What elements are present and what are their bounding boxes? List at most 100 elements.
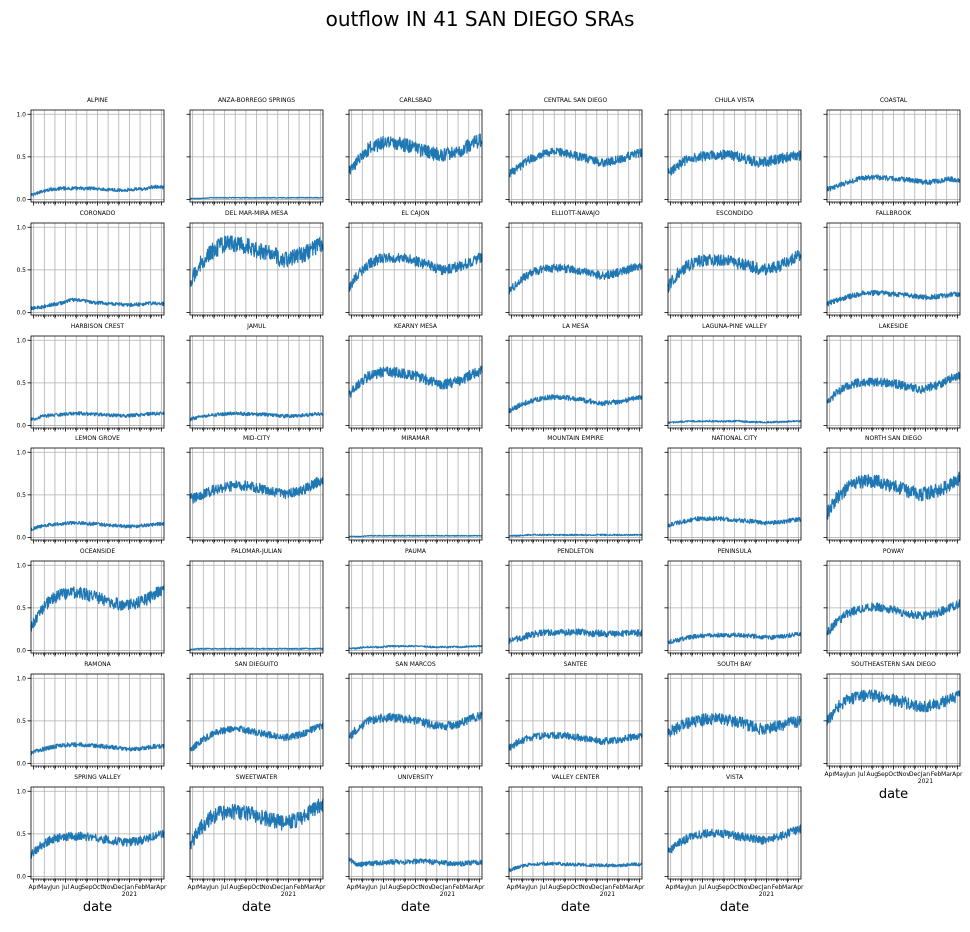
x-tick-label: Sep: [399, 884, 411, 891]
x-tick-label: Apr: [952, 771, 963, 778]
x-tick-label: Jun: [686, 884, 697, 891]
y-tick-label: 0.5: [16, 718, 26, 725]
panel-pendleton: PENDLETON: [505, 548, 643, 657]
series-line: [826, 599, 961, 636]
panel-santee: SANTEE: [505, 661, 643, 770]
panel-south-bay: SOUTH BAY: [664, 661, 802, 770]
panel-title: PENINSULA: [718, 548, 753, 555]
y-tick-label: 0.5: [16, 492, 26, 499]
panel-carlsbad: CARLSBAD: [345, 97, 483, 206]
x-tick-label: Jun: [367, 884, 378, 891]
panel-elliott-navajo: ELLIOTT-NAVAJO: [505, 210, 643, 319]
x-tick-label: Feb: [135, 884, 146, 891]
series-line: [667, 149, 802, 176]
x-tick-label: Mar: [304, 884, 316, 891]
x-year-label: 2021: [600, 891, 615, 898]
x-tick-label: Nov: [102, 884, 114, 891]
panel-poway: POWAY: [823, 548, 961, 657]
x-tick-label: Dec: [591, 884, 603, 891]
panel-mountain-empire: MOUNTAIN EMPIRE: [505, 435, 643, 544]
x-tick-label: Apr: [187, 884, 198, 891]
series-line: [667, 631, 802, 645]
panel-national-city: NATIONAL CITY: [664, 435, 802, 544]
x-tick-label: Oct: [729, 884, 740, 891]
x-tick-label: May: [675, 884, 688, 891]
series-line: [508, 147, 643, 178]
panel-title: EL CAJON: [401, 210, 429, 217]
x-tick-label: Mar: [623, 884, 635, 891]
series-line: [189, 235, 324, 287]
y-tick-label: 1.0: [16, 562, 26, 569]
x-axis-label: date: [879, 787, 908, 802]
series-line: [667, 712, 802, 737]
panel-kearny-mesa: KEARNY MESA: [345, 323, 483, 432]
x-tick-label: Apr: [156, 884, 167, 891]
panel-san-marcos: SAN MARCOS: [345, 661, 483, 770]
x-axis-label: date: [401, 900, 430, 915]
series-line: [826, 689, 961, 726]
y-tick-label: 0.0: [16, 196, 26, 203]
x-tick-label: Sep: [877, 771, 889, 778]
y-tick-label: 1.0: [16, 111, 26, 118]
x-tick-label: May: [516, 884, 529, 891]
panel-title: SAN MARCOS: [395, 661, 435, 668]
x-tick-label: Nov: [580, 884, 592, 891]
x-tick-label: Aug: [229, 884, 241, 891]
y-tick-label: 0.0: [16, 422, 26, 429]
x-axis-label: date: [83, 900, 112, 915]
series-line: [667, 250, 802, 293]
series-line: [348, 133, 483, 175]
series-line: [30, 585, 165, 632]
panel-title: HARBISON CREST: [71, 323, 125, 330]
series-line: [348, 711, 483, 740]
panel-title: SWEETWATER: [236, 774, 278, 781]
series-line: [189, 798, 324, 850]
series-line: [508, 731, 643, 751]
panel-san-dieguito: SAN DIEGUITO: [186, 661, 324, 770]
x-tick-label: Jul: [857, 771, 866, 778]
panel-pauma: PAUMA: [345, 548, 483, 657]
x-tick-label: May: [834, 771, 847, 778]
panel-title: CHULA VISTA: [715, 97, 755, 104]
series-line: [508, 628, 643, 644]
x-tick-label: Feb: [294, 884, 305, 891]
panel-title: LEMON GROVE: [75, 435, 120, 442]
x-tick-label: Feb: [613, 884, 624, 891]
x-tick-label: Nov: [420, 884, 432, 891]
panel-title: SAN DIEGUITO: [235, 661, 279, 668]
y-tick-label: 0.5: [16, 831, 26, 838]
x-tick-label: Jan: [442, 884, 452, 891]
x-tick-label: Feb: [453, 884, 464, 891]
series-line: [30, 297, 165, 311]
series-line: [826, 371, 961, 404]
panel-north-san-diego: NORTH SAN DIEGO: [823, 435, 961, 544]
x-tick-label: Apr: [474, 884, 485, 891]
x-tick-label: Jul: [539, 884, 548, 891]
x-tick-label: Jan: [761, 884, 771, 891]
series-line: [348, 644, 483, 650]
series-line: [189, 722, 324, 752]
panel-jamul: JAMUL: [186, 323, 324, 432]
panel-coastal: COASTAL: [823, 97, 961, 206]
y-tick-label: 1.0: [16, 788, 26, 795]
x-tick-label: Oct: [410, 884, 421, 891]
y-tick-label: 0.0: [16, 647, 26, 654]
series-line: [30, 829, 165, 859]
panel-fallbrook: FALLBROOK: [823, 210, 961, 319]
x-tick-label: Mar: [782, 884, 794, 891]
panel-title: SPRING VALLEY: [74, 774, 121, 781]
panel-title: ELLIOTT-NAVAJO: [551, 210, 600, 217]
x-tick-label: Sep: [81, 884, 93, 891]
x-tick-label: Mar: [463, 884, 475, 891]
x-tick-label: Mar: [145, 884, 157, 891]
panel-title: SOUTHEASTERN SAN DIEGO: [851, 661, 936, 668]
panel-title: JAMUL: [246, 323, 266, 330]
panel-mid-city: MID-CITY: [186, 435, 324, 544]
y-tick-label: 0.5: [16, 154, 26, 161]
x-year-label: 2021: [122, 891, 137, 898]
panel-title: ANZA-BORREGO SPRINGS: [218, 97, 295, 104]
panel-title: ALPINE: [87, 97, 108, 104]
panel-chula-vista: CHULA VISTA: [664, 97, 802, 206]
panel-title: PAUMA: [405, 548, 427, 555]
series-line: [189, 476, 324, 504]
